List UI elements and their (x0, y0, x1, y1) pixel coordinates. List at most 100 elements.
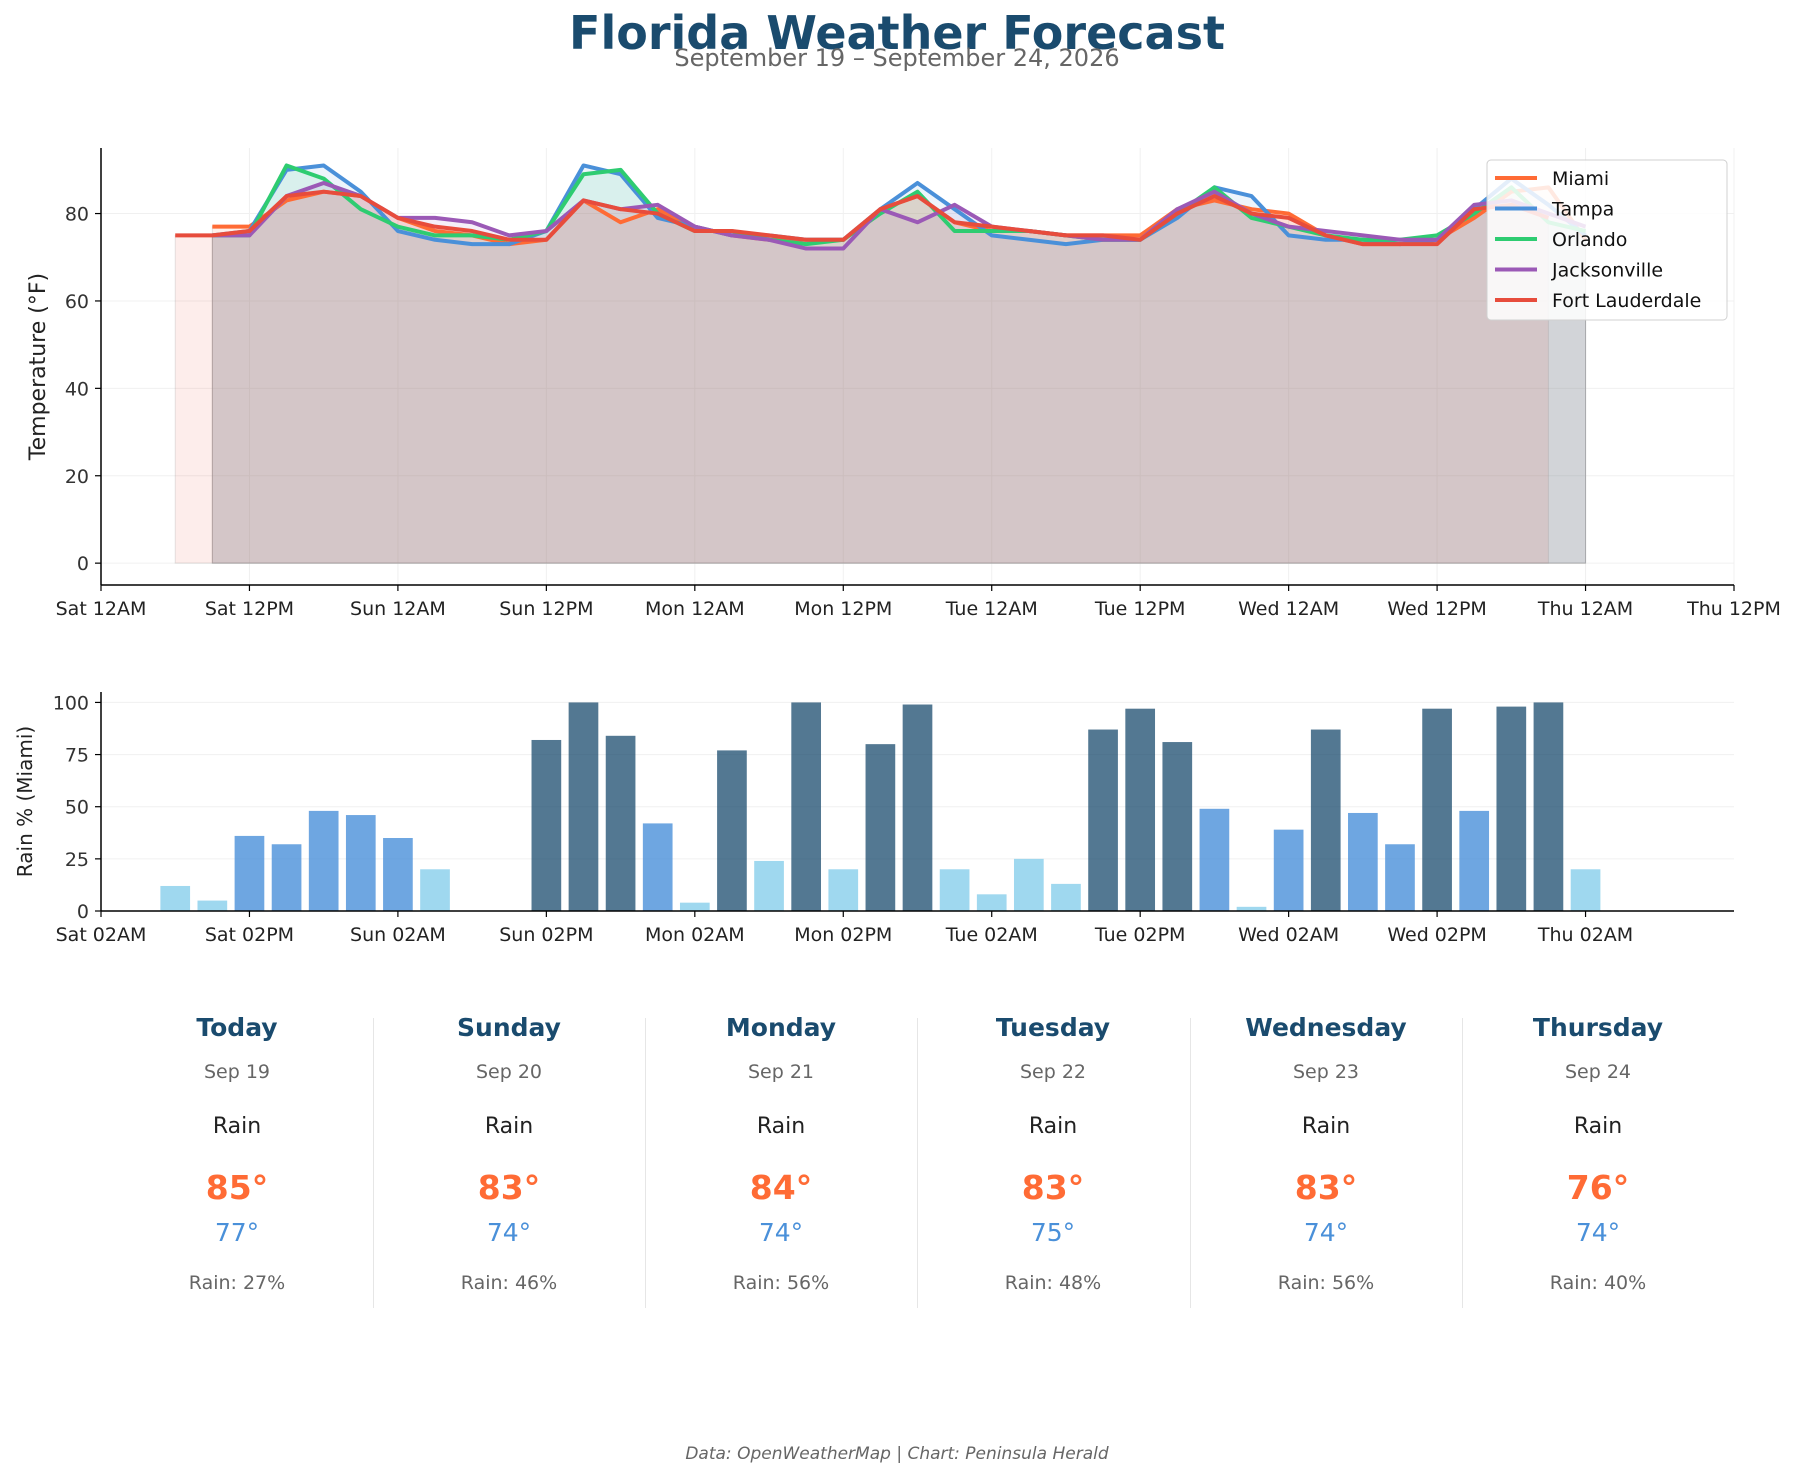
rain-x-tick-label: Sun 02AM (350, 924, 446, 946)
temp-line-fort-lauderdale (175, 189, 1550, 247)
rain-bar (828, 869, 859, 911)
rain-y-tick-label: 25 (65, 849, 89, 871)
rain-bar (976, 894, 1007, 911)
rain-bar (420, 869, 450, 911)
rain-bar (1496, 706, 1527, 911)
rain-bar (717, 750, 747, 911)
forecast-date: Sep 19 (203, 1061, 271, 1083)
rain-bar (679, 902, 710, 911)
rain-bar (1199, 808, 1230, 911)
forecast-card-2: Monday Sep 21 Rain 84° 74° Rain: 56% (645, 1010, 917, 1296)
temp-area-fort-lauderdale (174, 191, 1549, 564)
rain-bar (754, 860, 784, 911)
rain-bar (1088, 729, 1118, 911)
rain-y-tick-label: 0 (77, 901, 89, 923)
forecast-day-name: Tuesday (995, 1013, 1111, 1042)
forecast-high-temp: 83° (1294, 1168, 1358, 1207)
temp-x-tick-label: Sat 12PM (205, 598, 294, 620)
temp-x-tick-label: Sat 12AM (56, 598, 147, 620)
forecast-date: Sep 22 (1019, 1061, 1087, 1083)
forecast-date: Sep 21 (747, 1061, 815, 1083)
temp-y-tick-label: 0 (77, 553, 89, 575)
rain-x-tick-label: Sat 02PM (205, 924, 294, 946)
rain-bar (308, 810, 339, 911)
temp-x-tick-label: Wed 12AM (1238, 598, 1339, 620)
legend-box (1486, 159, 1728, 321)
rain-bar (568, 702, 599, 911)
forecast-day-name: Wednesday (1245, 1013, 1407, 1042)
forecast-card-5: Thursday Sep 24 Rain 76° 74° Rain: 40% (1462, 1010, 1734, 1296)
rain-bar (1273, 829, 1304, 911)
forecast-date: Sep 23 (1292, 1061, 1360, 1083)
rain-bar (345, 815, 376, 911)
rain-bar (902, 704, 933, 911)
forecast-rain-chance: Rain: 27% (188, 1272, 286, 1294)
forecast-card-1: Sunday Sep 20 Rain 83° 74° Rain: 46% (373, 1010, 645, 1296)
forecast-rain-chance: Rain: 46% (460, 1272, 558, 1294)
forecast-divider (1190, 1018, 1191, 1308)
forecast-low-temp: 74° (1575, 1218, 1621, 1247)
forecast-divider (373, 1018, 374, 1308)
forecast-divider (1462, 1018, 1463, 1308)
rain-x-tick-label: Thu 02AM (1537, 924, 1633, 946)
legend-label: Tampa (1551, 199, 1614, 221)
forecast-divider (645, 1018, 646, 1308)
rain-bar (1570, 869, 1601, 911)
forecast-high-temp: 76° (1566, 1168, 1630, 1207)
rain-x-tick-label: Sun 02PM (499, 924, 593, 946)
rain-bar (1125, 708, 1156, 911)
temp-x-tick-label: Wed 12PM (1387, 598, 1487, 620)
temp-x-tick-label: Tue 12PM (1094, 598, 1186, 620)
forecast-high-temp: 84° (749, 1168, 813, 1207)
forecast-divider (917, 1018, 918, 1308)
rain-y-tick-label: 50 (65, 797, 89, 819)
rain-bar (271, 844, 302, 911)
temp-y-tick-label: 40 (65, 378, 89, 400)
temp-y-tick-label: 80 (65, 204, 89, 226)
rain-bar (1533, 702, 1564, 911)
forecast-condition: Rain (756, 1114, 806, 1139)
rain-bar (1310, 729, 1341, 911)
rain-bar (197, 900, 228, 911)
rain-x-tick-label: Mon 02AM (645, 924, 745, 946)
forecast-condition: Rain (1301, 1114, 1351, 1139)
temp-x-tick-label: Thu 12AM (1537, 598, 1633, 620)
rain-bar (160, 885, 191, 911)
rain-x-tick-label: Wed 02AM (1238, 924, 1339, 946)
rain-bar (1013, 858, 1044, 911)
rain-bar (1236, 906, 1267, 911)
rain-bar (939, 869, 970, 911)
rain-bar (1051, 883, 1081, 911)
forecast-low-temp: 74° (758, 1218, 804, 1247)
temp-line-jacksonville (212, 180, 1587, 251)
page-title: Florida Weather Forecast (569, 6, 1225, 60)
temp-x-tick-label: Sun 12PM (499, 598, 593, 620)
rain-bar (234, 835, 265, 911)
rain-bar (791, 702, 822, 911)
rain-bar (1162, 742, 1193, 911)
rain-x-tick-label: Mon 02PM (794, 924, 892, 946)
forecast-high-temp: 85° (205, 1168, 269, 1207)
temperature-chart: 0 20 40 60 80 Sat 12AM Sat 12PM Sun 12AM Sun 12P… (26, 148, 1781, 620)
footer-credit: Data: OpenWeatherMap | Chart: Peninsula … (685, 1444, 1109, 1464)
rain-bar (1348, 812, 1378, 911)
forecast-condition: Rain (212, 1114, 262, 1139)
rain-y-axis-label: Rain % (Miami) (13, 726, 37, 877)
rain-bar (1459, 810, 1490, 911)
rain-bar (1385, 844, 1415, 911)
temp-legend: Miami Tampa Orlando Jacksonville Fort Lauder… (1486, 159, 1728, 321)
rain-x-tick-label: Sat 02AM (56, 924, 147, 946)
legend-label: Miami (1552, 168, 1609, 190)
forecast-card-4: Wednesday Sep 23 Rain 83° 74° Rain: 56% (1190, 1010, 1462, 1296)
forecast-day-name: Sunday (457, 1013, 561, 1042)
forecast-condition: Rain (484, 1114, 534, 1139)
forecast-card-3: Tuesday Sep 22 Rain 83° 75° Rain: 48% (917, 1010, 1189, 1296)
page-subtitle: September 19 – September 24, 2026 (674, 44, 1120, 72)
forecast-card-0: Today Sep 19 Rain 85° 77° Rain: 27% (101, 1010, 373, 1296)
rain-bar (1422, 708, 1452, 911)
rain-bar (531, 739, 562, 911)
rain-x-tick-label: Tue 02PM (1094, 924, 1186, 946)
forecast-rain-chance: Rain: 56% (732, 1272, 830, 1294)
forecast-high-temp: 83° (1021, 1168, 1085, 1207)
temp-x-tick-label: Sun 12AM (350, 598, 446, 620)
